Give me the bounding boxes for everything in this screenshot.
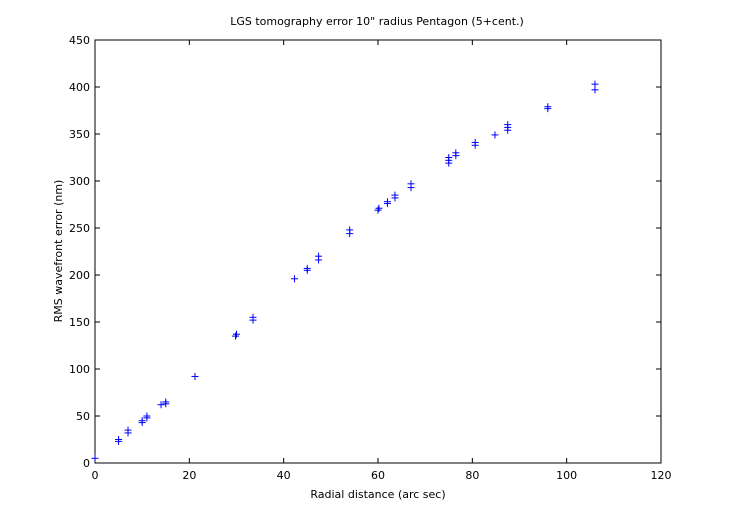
data-point-25 xyxy=(375,204,383,212)
y-tick-labels: 0 50 100 150 200 250 300 350 400 450 xyxy=(69,34,90,470)
data-point-8 xyxy=(143,412,151,420)
x-tick-labels: 0 20 40 60 80 100 120 xyxy=(92,469,672,482)
y-tick-label-4: 200 xyxy=(69,269,90,282)
data-point-29 xyxy=(391,191,399,199)
data-point-42 xyxy=(504,121,512,129)
y-tick-label-5: 250 xyxy=(69,222,90,235)
y-tick-label-8: 400 xyxy=(69,81,90,94)
data-point-19 xyxy=(303,264,311,272)
data-point-4 xyxy=(124,426,132,434)
x-tick-label-2: 40 xyxy=(277,469,291,482)
data-point-23 xyxy=(346,226,354,234)
data-point-2 xyxy=(115,436,123,443)
data-point-17 xyxy=(291,275,299,283)
x-axis-label: Radial distance (arc sec) xyxy=(310,488,445,501)
data-point-0 xyxy=(91,454,99,462)
x-tick-label-3: 60 xyxy=(371,469,385,482)
y-tick-label-9: 450 xyxy=(69,34,90,47)
data-point-11 xyxy=(162,398,170,406)
y-tick-label-6: 300 xyxy=(69,175,90,188)
y-tick-label-7: 350 xyxy=(69,128,90,141)
x-tick-label-0: 0 xyxy=(92,469,99,482)
plot-area xyxy=(94,39,662,464)
data-point-39 xyxy=(491,131,499,139)
data-point-36 xyxy=(452,149,460,157)
axis-ticks xyxy=(94,39,662,464)
x-tick-label-1: 20 xyxy=(182,469,196,482)
data-point-31 xyxy=(407,180,415,188)
x-tick-label-4: 80 xyxy=(465,469,479,482)
y-tick-label-1: 50 xyxy=(76,410,90,423)
data-point-44 xyxy=(544,103,552,111)
y-tick-label-0: 0 xyxy=(83,457,90,470)
chart-title: LGS tomography error 10" radius Pentagon… xyxy=(230,15,524,28)
data-point-6 xyxy=(138,417,146,425)
data-point-14 xyxy=(233,330,240,338)
data-point-46 xyxy=(591,80,599,88)
data-point-27 xyxy=(383,198,391,206)
data-point-16 xyxy=(249,313,257,321)
data-point-12 xyxy=(191,373,199,381)
data-point-21 xyxy=(315,252,323,260)
x-tick-label-5: 100 xyxy=(556,469,577,482)
data-points xyxy=(91,80,599,462)
data-point-34 xyxy=(445,154,453,161)
data-point-38 xyxy=(471,138,479,146)
y-tick-label-2: 100 xyxy=(69,363,90,376)
data-point-9 xyxy=(157,401,165,409)
x-tick-label-6: 120 xyxy=(651,469,672,482)
y-tick-label-3: 150 xyxy=(69,316,90,329)
y-axis-label: RMS wavefront error (nm) xyxy=(52,180,65,323)
